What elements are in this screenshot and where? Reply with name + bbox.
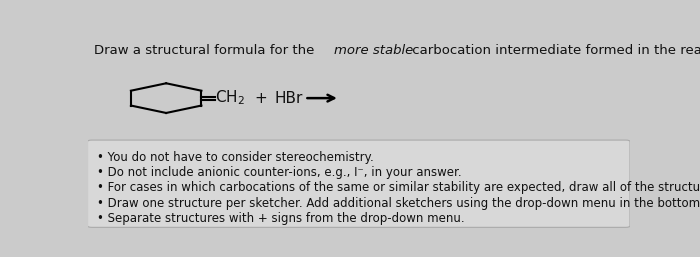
Text: • Separate structures with + signs from the drop-down menu.: • Separate structures with + signs from … xyxy=(97,212,465,225)
Text: • You do not have to consider stereochemistry.: • You do not have to consider stereochem… xyxy=(97,151,374,163)
FancyBboxPatch shape xyxy=(88,140,630,227)
Text: • Do not include anionic counter-ions, e.g., I⁻, in your answer.: • Do not include anionic counter-ions, e… xyxy=(97,166,462,179)
Text: CH$_2$: CH$_2$ xyxy=(215,89,245,107)
Text: carbocation intermediate formed in the reaction shown.: carbocation intermediate formed in the r… xyxy=(408,44,700,57)
Text: Draw a structural formula for the: Draw a structural formula for the xyxy=(94,44,318,57)
Text: • Draw one structure per sketcher. Add additional sketchers using the drop-down : • Draw one structure per sketcher. Add a… xyxy=(97,197,700,210)
Text: HBr: HBr xyxy=(274,91,303,106)
Text: more stable: more stable xyxy=(335,44,414,57)
Text: +: + xyxy=(254,91,267,106)
Text: • For cases in which carbocations of the same or similar stability are expected,: • For cases in which carbocations of the… xyxy=(97,181,700,194)
